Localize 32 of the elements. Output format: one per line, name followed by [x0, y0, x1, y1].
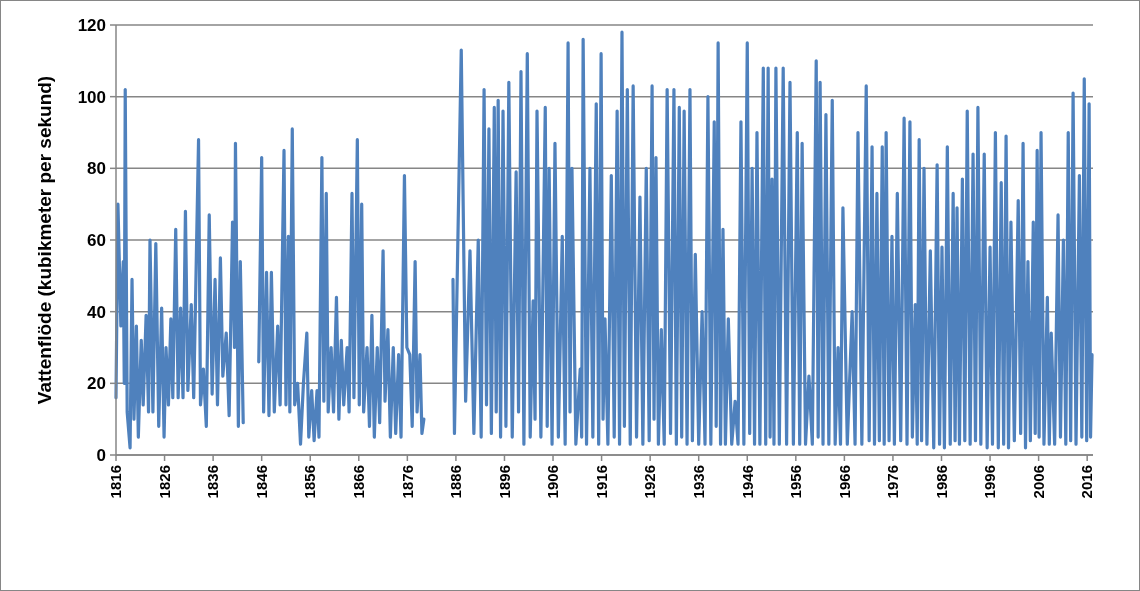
- x-tick-label: 1996: [981, 465, 999, 499]
- y-tick-label: 20: [87, 374, 106, 394]
- x-tick-label: 1886: [447, 465, 465, 499]
- x-tick-label: 1826: [155, 465, 173, 499]
- x-tick-label: 1986: [932, 465, 950, 499]
- x-tick-label: 1836: [204, 465, 222, 499]
- x-tick-label: 1896: [495, 465, 513, 499]
- x-tick-label: 1966: [835, 465, 853, 499]
- line-series: [114, 87, 245, 450]
- x-tick-label: 1926: [641, 465, 659, 499]
- y-tick-label: 40: [87, 302, 106, 322]
- y-tick-label: 120: [77, 15, 106, 35]
- x-tick-label: 1976: [884, 465, 902, 499]
- x-tick-label: 2016: [1078, 465, 1096, 499]
- x-tick-label: 1876: [398, 465, 416, 499]
- x-tick-label: 1936: [689, 465, 707, 499]
- x-tick-label: 1816: [107, 465, 125, 499]
- y-tick-label: 60: [87, 230, 106, 250]
- x-tick-label: 1906: [544, 465, 562, 499]
- line-series: [257, 127, 426, 446]
- line-series: [451, 30, 1094, 450]
- x-tick-label: 1846: [252, 465, 270, 499]
- x-tick-label: 1956: [787, 465, 805, 499]
- x-tick-label: 1916: [592, 465, 610, 499]
- y-tick-label: 0: [96, 445, 106, 465]
- x-tick-label: 1856: [301, 465, 319, 499]
- x-tick-label: 2006: [1029, 465, 1047, 499]
- x-tick-label: 1866: [350, 465, 368, 499]
- y-tick-label: 100: [77, 87, 106, 107]
- x-tick-label: 1946: [738, 465, 756, 499]
- y-axis-title: Vattenflöde (kubikmeter per sekund): [33, 75, 55, 405]
- y-tick-label: 80: [87, 159, 106, 179]
